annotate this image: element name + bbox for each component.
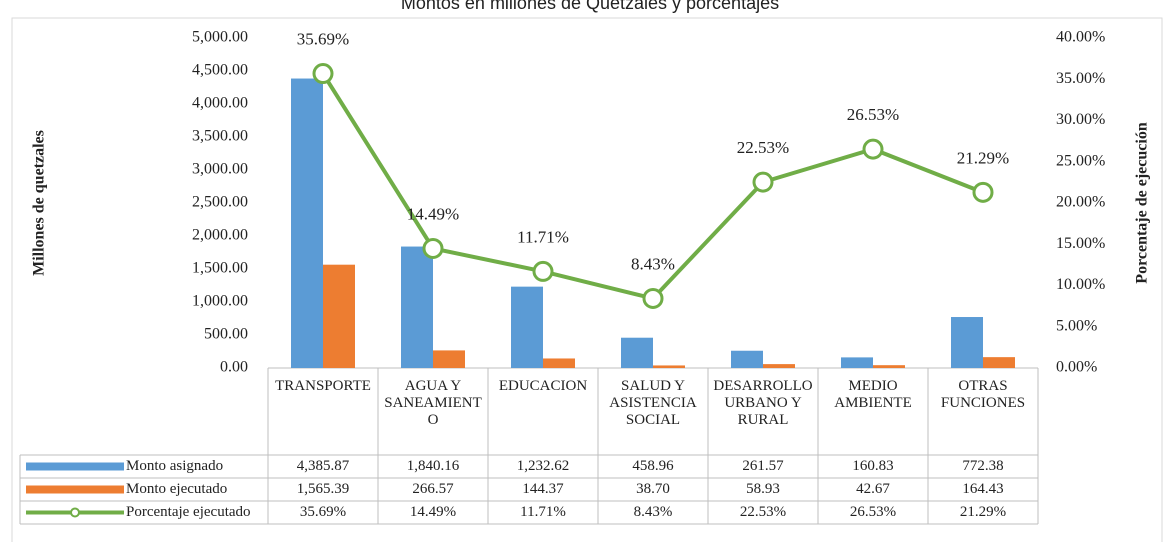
y-tick-label: 3,000.00 <box>192 161 248 178</box>
table-cell: 4,385.87 <box>297 458 350 474</box>
x-tick-label: MEDIO AMBIENTE <box>834 378 912 411</box>
x-tick-label: OTRAS FUNCIONES <box>940 378 1026 411</box>
table-cell: 38.70 <box>636 481 670 497</box>
legend-key <box>26 485 124 494</box>
legend-label: Monto ejecutado <box>126 481 227 497</box>
bar <box>291 78 323 368</box>
legend-key <box>26 462 124 471</box>
x-tick-label: DESARROLLO URBANO Y RURAL <box>713 378 813 428</box>
bar <box>621 337 653 368</box>
bar <box>983 357 1015 368</box>
bar <box>401 246 433 368</box>
chart-title: Montos en millones de Quetzales y porcen… <box>401 0 779 13</box>
category-cell: TRANSPORTE <box>275 378 371 394</box>
y2-tick-label: 30.00% <box>1056 111 1105 128</box>
table-cell: 772.38 <box>962 458 1003 474</box>
y-tick-label: 2,000.00 <box>192 227 248 244</box>
table-cell: 266.57 <box>412 481 454 497</box>
x-tick-label: EDUCACION <box>498 378 588 394</box>
data-label: 21.29% <box>957 148 1009 167</box>
category-cell: EDUCACION <box>498 378 588 394</box>
data-label: 35.69% <box>297 29 349 48</box>
y-tick-label: 0.00 <box>220 359 248 376</box>
table-cell: 26.53% <box>850 504 896 520</box>
table-cell: 144.37 <box>522 481 564 497</box>
y2-tick-label: 20.00% <box>1056 194 1105 211</box>
bar <box>731 350 763 368</box>
table-cell: 164.43 <box>962 481 1003 497</box>
data-label: 22.53% <box>737 138 789 157</box>
bar <box>511 286 543 368</box>
table-cell: 160.83 <box>852 458 893 474</box>
table-cell: 14.49% <box>410 504 456 520</box>
y-tick-label: 5,000.00 <box>192 29 248 46</box>
y-tick-label: 1,500.00 <box>192 260 248 277</box>
legend-key <box>70 507 80 518</box>
data-label: 14.49% <box>407 204 459 223</box>
table-cell: 22.53% <box>740 504 786 520</box>
bar <box>841 357 873 368</box>
y-tick-label: 1,000.00 <box>192 293 248 310</box>
table-cell: 1,840.16 <box>407 458 460 474</box>
table-cell: 261.57 <box>742 458 784 474</box>
data-label: 26.53% <box>847 105 899 124</box>
y-axis-title: Millones de quetzales <box>31 130 48 276</box>
y2-tick-label: 15.00% <box>1056 235 1105 252</box>
y-tick-label: 3,500.00 <box>192 128 248 145</box>
table-cell: 58.93 <box>746 481 780 497</box>
marker <box>532 260 554 282</box>
y-tick-label: 4,500.00 <box>192 62 248 79</box>
table-cell: 8.43% <box>634 504 673 520</box>
data-label: 8.43% <box>631 254 675 273</box>
marker <box>972 181 994 203</box>
category-cell: MEDIO AMBIENTE <box>834 378 912 411</box>
data-label: 11.71% <box>517 227 569 246</box>
marker <box>642 287 664 309</box>
bar <box>873 365 905 368</box>
bar <box>951 317 983 368</box>
table-cell: 1,565.39 <box>297 481 350 497</box>
y2-tick-label: 5.00% <box>1056 317 1097 334</box>
y2-tick-label: 10.00% <box>1056 276 1105 293</box>
x-tick-label: SALUD Y ASISTENCIA SOCIAL <box>609 378 697 428</box>
bar <box>543 358 575 368</box>
marker <box>862 138 884 160</box>
bar <box>763 364 795 368</box>
marker <box>422 237 444 259</box>
bar <box>653 365 685 368</box>
x-tick-label: AGUA Y SANEAMIENTO <box>384 378 482 428</box>
y-tick-label: 2,500.00 <box>192 194 248 211</box>
category-cell: AGUA Y SANEAMIENTO <box>384 378 482 428</box>
marker <box>752 171 774 193</box>
chart-frame <box>11 17 1163 542</box>
table-cell: 11.71% <box>520 504 566 520</box>
bar <box>323 264 355 368</box>
y2-tick-label: 35.00% <box>1056 70 1105 87</box>
y-tick-label: 4,000.00 <box>192 95 248 112</box>
y2-tick-label: 40.00% <box>1056 29 1105 46</box>
legend-label: Monto asignado <box>126 458 223 474</box>
marker <box>312 63 334 85</box>
y2-tick-label: 0.00% <box>1056 359 1097 376</box>
bar <box>433 350 465 368</box>
y2-tick-label: 25.00% <box>1056 152 1105 169</box>
y-tick-label: 500.00 <box>204 326 248 343</box>
table-cell: 42.67 <box>856 481 890 497</box>
table-cell: 35.69% <box>300 504 346 520</box>
y2-axis-title: Porcentaje de ejecución <box>1134 122 1151 284</box>
table-cell: 1,232.62 <box>517 458 570 474</box>
category-cell: DESARROLLO URBANO Y RURAL <box>713 378 813 428</box>
category-cell: SALUD Y ASISTENCIA SOCIAL <box>609 378 697 428</box>
x-tick-label: TRANSPORTE <box>275 378 371 394</box>
category-cell: OTRAS FUNCIONES <box>940 378 1026 411</box>
table-cell: 458.96 <box>632 458 674 474</box>
table-cell: 21.29% <box>960 504 1006 520</box>
legend-label: Porcentaje ejecutado <box>126 504 251 520</box>
